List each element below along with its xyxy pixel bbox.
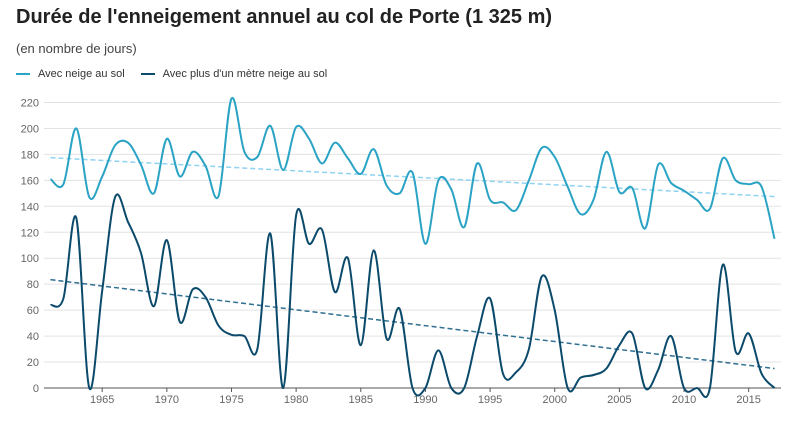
- x-tick-label: 1965: [90, 394, 114, 406]
- y-tick-label: 80: [27, 279, 39, 291]
- legend-label-deep-snow: Avec plus d'un mètre neige au sol: [162, 68, 328, 80]
- legend-swatch-snow: [16, 73, 30, 75]
- x-tick-label: 2010: [672, 394, 696, 406]
- y-tick-label: 180: [21, 149, 39, 161]
- x-tick-label: 2000: [542, 394, 566, 406]
- y-tick-label: 100: [21, 253, 39, 265]
- x-tick-label: 1995: [478, 394, 502, 406]
- y-tick-label: 220: [21, 97, 39, 109]
- y-tick-label: 160: [21, 175, 39, 187]
- chart-title: Durée de l'enneigement annuel au col de …: [16, 6, 553, 28]
- chart-subtitle: (en nombre de jours): [16, 41, 137, 56]
- series-line-deep-snow: [50, 193, 776, 399]
- legend-swatch-deep-snow: [140, 73, 155, 75]
- y-tick-label: 120: [21, 227, 39, 239]
- legend-item-snow[interactable]: Avec neige au sol: [16, 68, 125, 80]
- x-tick-label: 1980: [284, 394, 308, 406]
- x-tick-label: 2015: [736, 394, 760, 406]
- y-tick-label: 20: [27, 357, 39, 369]
- y-tick-label: 60: [27, 305, 39, 317]
- x-tick-label: 2005: [607, 394, 631, 406]
- legend-label-snow: Avec neige au sol: [38, 68, 125, 80]
- x-tick-label: 1970: [155, 394, 179, 406]
- x-tick-label: 1990: [413, 394, 437, 406]
- legend-item-deep-snow[interactable]: Avec plus d'un mètre neige au sol: [140, 68, 328, 80]
- y-tick-label: 40: [27, 331, 39, 343]
- series-line-snow: [49, 97, 776, 245]
- y-tick-label: 0: [33, 383, 39, 395]
- legend: Avec neige au sol Avec plus d'un mètre n…: [16, 68, 343, 80]
- x-tick-label: 1985: [349, 394, 373, 406]
- y-tick-label: 200: [21, 123, 39, 135]
- y-tick-label: 140: [21, 201, 39, 213]
- x-tick-label: 1975: [219, 394, 243, 406]
- trend-line-deep-snow: [50, 278, 775, 370]
